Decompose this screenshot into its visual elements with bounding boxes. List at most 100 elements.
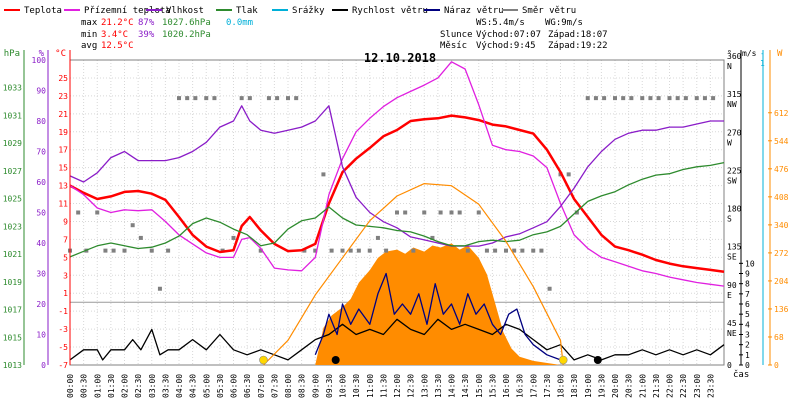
pressure-tick-label: 1033 (3, 84, 22, 93)
wind-direction-point (602, 96, 607, 101)
wind-direction-point (367, 248, 372, 253)
solar-tick-label: 68 (774, 333, 784, 342)
pressure-tick-label: 1025 (3, 195, 22, 204)
wind-direction-point (130, 223, 135, 228)
humidity-tick-label: 90 (36, 87, 46, 96)
pressure-tick-label: 1019 (3, 278, 22, 287)
wind-direction-point (640, 96, 645, 101)
x-tick-label: 23:00 (693, 374, 702, 398)
info-sunrise: Východ:07:07 (476, 30, 541, 40)
wind-direction-point (177, 96, 181, 101)
wind-direction-point (512, 248, 517, 253)
temperature-tick-label: 23 (58, 92, 68, 101)
x-tick-label: 18:30 (570, 374, 579, 398)
info-ws: WS:5.4m/s (476, 18, 525, 28)
wind-speed-tick-label: 5 (745, 310, 750, 319)
x-tick-label: 17:00 (529, 374, 538, 398)
stat-max-label: max (81, 18, 98, 28)
legend-label: Směr větru (522, 6, 576, 16)
wind-direction-point (266, 96, 271, 101)
temperature-tick-label: 1 (63, 289, 68, 298)
stat-avg-label: avg (81, 41, 97, 51)
wind-direction-point (430, 235, 435, 240)
wind-direction-point (493, 248, 498, 253)
wind-direction-point (465, 248, 470, 253)
wind-speed-tick-label: 1 (745, 351, 750, 360)
wind-speed-tick-label: 4 (745, 320, 750, 329)
pressure-tick-label: 1017 (3, 306, 22, 315)
humidity-tick-label: 70 (36, 148, 46, 157)
stat-max-humidity: 87% (138, 18, 155, 28)
wind-dir-tick-compass: W (727, 138, 732, 147)
temperature-tick-label: 15 (58, 164, 68, 173)
pressure-tick-label: 1023 (3, 222, 22, 231)
pressure-tick-label: 1027 (3, 167, 22, 176)
wind-speed-tick-label: 10 (745, 259, 755, 268)
legend-item: Náraz větru (424, 6, 504, 16)
x-tick-label: 15:00 (475, 374, 484, 398)
x-tick-label: 02:00 (121, 374, 130, 398)
wind-dir-axis-label: ° (727, 49, 732, 58)
wind-dir-tick-compass: S (727, 215, 732, 224)
wind-direction-point (95, 210, 100, 215)
x-tick-label: 08:00 (284, 374, 293, 398)
temperature-tick-label: 21 (58, 110, 68, 119)
humidity-axis-label: % (39, 49, 45, 59)
pressure-tick-label: 1031 (3, 111, 22, 120)
humidity-tick-label: 40 (36, 239, 46, 248)
legend-item: Vlhkost (146, 6, 204, 16)
wind-direction-point (629, 96, 634, 101)
wind-speed-tick-label: 0 (745, 361, 750, 370)
x-tick-label: 06:30 (243, 374, 252, 398)
wind-speed-tick-label: 3 (745, 331, 750, 340)
legend-label: Rychlost větru (352, 6, 428, 16)
sun-marker (558, 355, 568, 365)
x-tick-label: 08:30 (298, 374, 307, 398)
x-tick-label: 03:00 (148, 374, 157, 398)
x-tick-label: 10:30 (352, 374, 361, 398)
wind-direction-point (204, 96, 209, 101)
wind-dir-tick-label: 225 (727, 166, 742, 175)
series-solar (263, 183, 564, 366)
wind-direction-point (286, 96, 290, 101)
x-tick-label: 23:30 (706, 374, 715, 398)
x-tick-label: 20:00 (611, 374, 620, 398)
series-rychlost-v-tru (69, 318, 725, 361)
temperature-tick-label: 19 (58, 128, 68, 137)
wind-direction-point (593, 96, 598, 101)
temperature-tick-label: 9 (63, 217, 68, 226)
solar-tick-label: 544 (774, 137, 789, 146)
x-tick-label: 19:30 (597, 374, 606, 398)
solar-tick-label: 0 (774, 361, 779, 370)
wind-direction-point (340, 248, 345, 253)
wind-direction-point (166, 248, 171, 253)
stat-min-label: min (81, 30, 97, 40)
x-tick-label: 05:30 (216, 374, 225, 398)
legend-item: Směr větru (502, 6, 576, 16)
x-tick-label: 07:00 (257, 374, 266, 398)
wind-direction-point (574, 210, 579, 215)
wind-direction-point (648, 96, 653, 101)
wind-dir-tick-compass: E (727, 291, 732, 300)
wind-speed-tick-label: 7 (745, 290, 750, 299)
wind-dir-tick-compass: NE (727, 329, 737, 338)
pressure-tick-label: 1029 (3, 139, 22, 148)
wind-dir-tick-label: 90 (727, 281, 737, 290)
wind-direction-point (520, 248, 525, 253)
wind-direction-point (384, 248, 389, 253)
wind-direction-point (449, 210, 454, 215)
wind-direction-point (621, 96, 626, 101)
wind-direction-point (193, 96, 198, 101)
humidity-tick-label: 80 (36, 117, 46, 126)
temperature-tick-label: 17 (58, 146, 68, 155)
humidity-tick-label: 60 (36, 178, 46, 187)
wind-direction-point (484, 248, 489, 253)
wind-direction-point (675, 96, 680, 101)
wind-direction-point (258, 248, 263, 253)
x-tick-label: 16:30 (516, 374, 525, 398)
wind-direction-point (375, 235, 380, 240)
temperature-tick-label: 25 (58, 74, 68, 83)
temperature-axis-label: °C (55, 49, 66, 59)
wind-direction-point (438, 210, 443, 215)
